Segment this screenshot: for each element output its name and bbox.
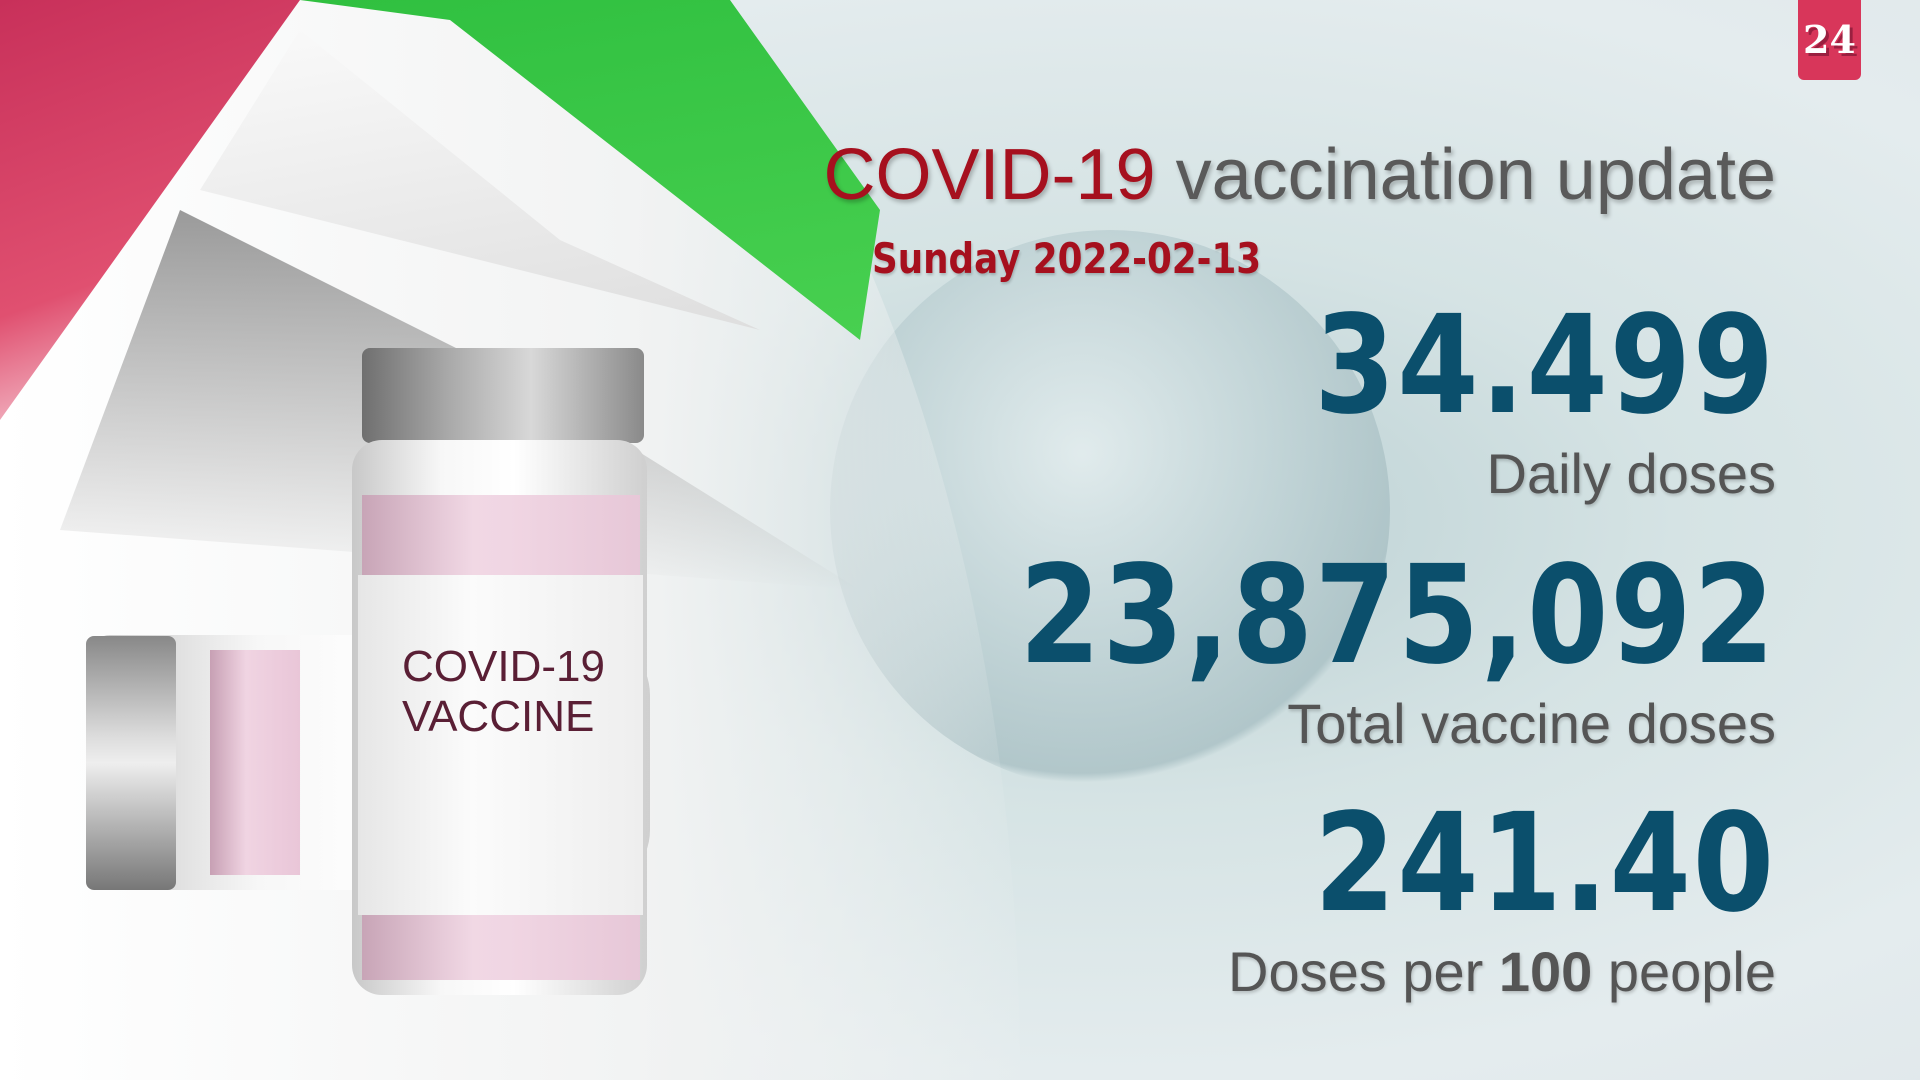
daily-doses-value: 34.499 — [1314, 287, 1776, 445]
daily-doses-label: Daily doses — [1486, 442, 1776, 505]
date-label: Sunday 2022-02-13 — [872, 234, 1262, 283]
title-rest: vaccination update — [1155, 135, 1776, 215]
title-highlight: COVID-19 — [823, 135, 1156, 215]
label-pre: Doses per — [1228, 940, 1499, 1003]
label-post: people — [1592, 940, 1776, 1003]
page-title: COVID-19 vaccination update — [823, 136, 1776, 214]
total-doses-label: Total vaccine doses — [1287, 692, 1776, 755]
logo-text: 24 — [1803, 17, 1856, 62]
doses-per-100-label: Doses per 100 people — [1228, 942, 1776, 1002]
vial-label: COVID-19 VACCINE — [402, 642, 605, 742]
vial-label-line2: VACCINE — [402, 692, 595, 741]
channel-logo: 24 — [1798, 0, 1861, 80]
total-doses-value: 23,875,092 — [1018, 537, 1776, 695]
label-bold: 100 — [1498, 940, 1593, 1003]
doses-per-100-value: 241.40 — [1314, 785, 1776, 943]
vial-label-line1: COVID-19 — [402, 642, 605, 691]
